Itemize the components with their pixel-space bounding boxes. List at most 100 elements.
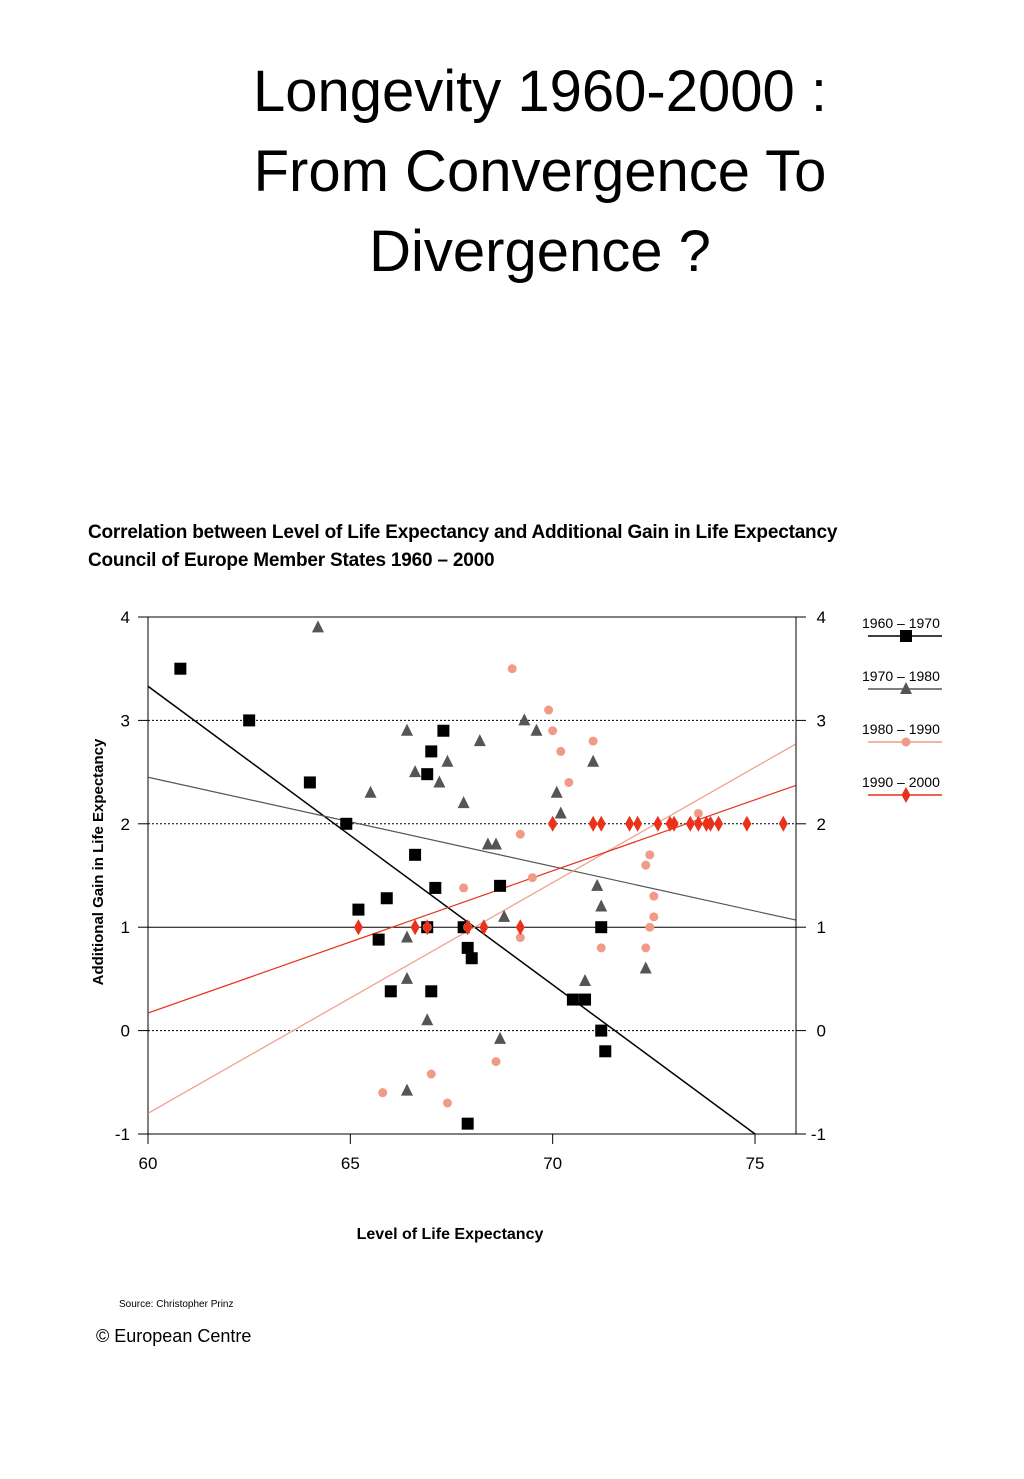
data-point-series-3 xyxy=(588,736,598,746)
data-point-series-2 xyxy=(579,973,592,986)
y-tick-label-right: 0 xyxy=(817,1022,826,1041)
data-point-series-3 xyxy=(491,1057,501,1067)
data-point-series-4 xyxy=(588,815,598,832)
source-note: Source: Christopher Prinz xyxy=(119,1299,234,1310)
data-point-series-3 xyxy=(515,829,525,839)
data-point-series-3 xyxy=(378,1088,388,1098)
chart-title-line-1: Correlation between Level of Life Expect… xyxy=(88,522,838,543)
data-point-series-1 xyxy=(303,776,316,789)
data-point-series-1 xyxy=(421,768,434,781)
data-point-series-1 xyxy=(595,1024,608,1037)
data-point-series-2 xyxy=(400,723,413,736)
data-point-series-4 xyxy=(685,815,695,832)
y-tick-label-left: 1 xyxy=(121,918,130,937)
legend-label-series-1: 1960 – 1970 xyxy=(862,615,940,631)
data-point-series-1 xyxy=(425,745,438,758)
data-point-series-3 xyxy=(515,933,525,943)
chart-title: Correlation between Level of Life Expect… xyxy=(88,519,988,575)
legend-label-series-3: 1980 – 1990 xyxy=(862,721,940,737)
data-point-series-4 xyxy=(463,919,473,936)
slide-title-line-1: Longevity 1960-2000 : xyxy=(253,59,827,124)
data-point-series-4 xyxy=(669,815,679,832)
data-point-series-2 xyxy=(364,785,377,798)
data-point-series-3 xyxy=(641,943,651,953)
trend-line-series-2 xyxy=(148,776,796,921)
y-tick-label-left: 4 xyxy=(121,608,130,627)
y-tick-label-right: -1 xyxy=(811,1125,826,1144)
data-point-series-2 xyxy=(587,754,600,767)
data-point-series-4 xyxy=(633,815,643,832)
legend-marker-series-1 xyxy=(900,630,912,642)
data-point-series-3 xyxy=(649,912,659,922)
data-point-series-1 xyxy=(465,952,478,965)
copyright-notice: © European Centre xyxy=(96,1326,252,1346)
data-point-series-3 xyxy=(426,1069,436,1079)
y-tick-label-left: -1 xyxy=(115,1125,130,1144)
y-tick-label-right: 3 xyxy=(817,711,826,730)
data-point-series-2 xyxy=(473,734,486,747)
data-point-series-3 xyxy=(527,873,537,883)
y-tick-label-right: 1 xyxy=(817,918,826,937)
chart-title-line-2: Council of Europe Member States 1960 – 2… xyxy=(88,550,495,571)
data-point-series-4 xyxy=(422,919,432,936)
data-point-series-3 xyxy=(645,922,655,932)
data-point-series-2 xyxy=(530,723,543,736)
data-point-series-1 xyxy=(461,941,474,954)
data-point-series-4 xyxy=(479,919,489,936)
data-point-series-2 xyxy=(595,899,608,912)
data-point-series-1 xyxy=(494,879,507,892)
y-tick-label-left: 3 xyxy=(121,711,130,730)
x-tick-label: 75 xyxy=(746,1154,765,1173)
data-point-series-4 xyxy=(705,815,715,832)
data-point-series-3 xyxy=(645,850,655,860)
data-point-series-2 xyxy=(400,1083,413,1096)
data-point-series-3 xyxy=(596,943,606,953)
data-point-series-3 xyxy=(507,664,517,674)
data-point-series-2 xyxy=(481,837,494,850)
data-point-series-4 xyxy=(515,919,525,936)
slide-title-line-2: From Convergence To xyxy=(253,139,827,204)
legend-marker-series-3 xyxy=(901,737,911,747)
data-point-series-1 xyxy=(174,662,187,675)
data-point-series-4 xyxy=(625,815,635,832)
data-point-series-2 xyxy=(591,878,604,891)
data-point-series-3 xyxy=(641,860,651,870)
data-point-series-4 xyxy=(778,815,788,832)
data-point-series-4 xyxy=(742,815,752,832)
data-point-series-3 xyxy=(693,808,703,818)
data-point-series-4 xyxy=(693,815,703,832)
y-tick-label-left: 2 xyxy=(121,815,130,834)
data-point-series-1 xyxy=(384,985,397,998)
data-point-series-1 xyxy=(599,1045,612,1058)
data-point-series-1 xyxy=(409,848,422,861)
trend-line-series-1 xyxy=(148,685,756,1134)
data-point-series-2 xyxy=(494,1031,507,1044)
data-point-series-2 xyxy=(639,961,652,974)
data-point-series-1 xyxy=(380,892,393,905)
data-point-series-2 xyxy=(518,713,531,726)
data-point-series-4 xyxy=(714,815,724,832)
data-point-series-1 xyxy=(595,921,608,934)
data-point-series-3 xyxy=(548,726,558,736)
data-point-series-2 xyxy=(441,754,454,767)
data-point-series-1 xyxy=(372,933,385,946)
data-point-series-3 xyxy=(544,705,554,715)
data-point-series-1 xyxy=(243,714,256,727)
y-tick-label-right: 4 xyxy=(817,608,826,627)
x-tick-label: 65 xyxy=(341,1154,360,1173)
data-point-series-2 xyxy=(400,930,413,943)
data-point-series-2 xyxy=(498,909,511,922)
x-tick-label: 60 xyxy=(139,1154,158,1173)
slide-title-line-3: Divergence ? xyxy=(369,219,711,284)
x-tick-label: 70 xyxy=(543,1154,562,1173)
data-point-series-4 xyxy=(353,919,363,936)
data-point-series-3 xyxy=(459,883,469,893)
legend-label-series-2: 1970 – 1980 xyxy=(862,668,940,684)
data-point-series-3 xyxy=(556,746,566,756)
data-point-series-4 xyxy=(548,815,558,832)
data-point-series-3 xyxy=(649,891,659,901)
legend-label-series-4: 1990 – 2000 xyxy=(862,774,940,790)
data-point-series-1 xyxy=(429,881,442,894)
slide-title: Longevity 1960-2000 : From Convergence T… xyxy=(140,52,940,292)
